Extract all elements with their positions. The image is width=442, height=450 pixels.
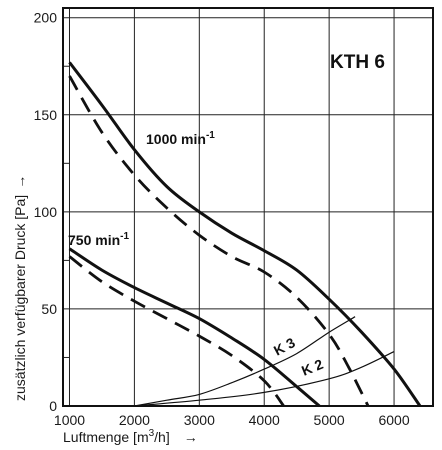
x-axis-label-post: /h] [154,429,170,445]
annotation-1000-rpm-exp: -1 [206,130,215,141]
x-tick-labels: 1000 2000 3000 4000 5000 6000 [54,412,410,428]
series-line-4 [68,255,285,407]
y-axis-label: zusätzlich verfügbarer Druck [Pa] → [12,175,28,401]
x-tick-label: 1000 [54,412,85,428]
y-tick-labels: 0 50 100 150 200 [34,10,58,414]
y-tick-label: 0 [49,398,57,414]
y-tick-label: 50 [41,301,57,317]
y-tick-label: 150 [34,107,58,123]
label-k2: K 2 [299,356,325,379]
x-tick-label: 2000 [119,412,150,428]
series-line-5 [134,316,356,407]
series-group [68,61,422,408]
annotation-750-rpm: 750 min-1 [68,231,129,248]
series-line-2 [68,75,370,407]
series-line-3 [68,247,321,408]
x-axis-arrow: → [184,429,198,445]
x-tick-label: 6000 [378,412,409,428]
x-axis-label-sup: 3 [149,428,155,439]
x-axis-label-pre: Luftmenge [m [63,429,149,445]
chart-title: KTH 6 [330,52,385,73]
y-axis-arrow: → [12,175,28,189]
series-line-1 [68,61,422,407]
y-tick-label: 200 [34,10,58,26]
series-line-6 [134,351,395,407]
x-tick-label: 3000 [184,412,215,428]
x-tick-label: 4000 [249,412,280,428]
annotation-1000-rpm: 1000 min-1 [146,130,215,147]
plot-frame [62,7,434,407]
y-axis-label-text: zusätzlich verfügbarer Druck [Pa] [12,195,28,401]
annotation-1000-rpm-base: 1000 min [146,131,206,147]
x-axis-label: Luftmenge [m3/h] → [63,428,198,445]
grid [63,8,433,407]
annotation-750-rpm-exp: -1 [120,231,129,242]
annotation-750-rpm-base: 750 min [68,232,120,248]
y-tick-label: 100 [34,204,58,220]
x-tick-label: 5000 [314,412,345,428]
